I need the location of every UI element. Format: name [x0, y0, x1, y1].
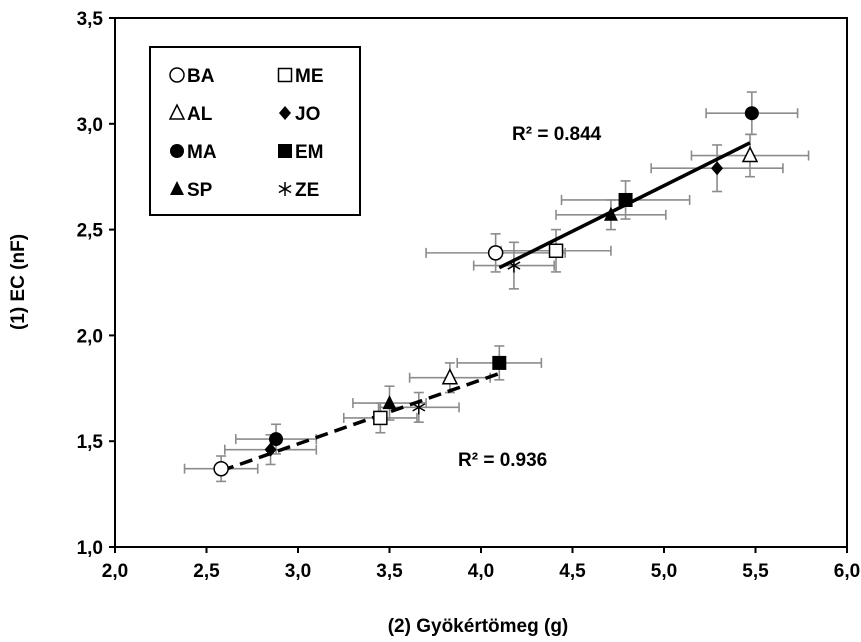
- x-tick-label: 6,0: [834, 561, 860, 582]
- x-tick-label: 4,0: [468, 561, 494, 582]
- legend-label: ME: [295, 66, 324, 87]
- legend-item-ma: MA: [170, 142, 217, 163]
- data-points: [213, 106, 759, 477]
- y-tick-label: 3,5: [77, 9, 104, 30]
- marker-shape: [382, 395, 397, 410]
- marker-shape: [213, 460, 229, 477]
- y-tick-label: 1,5: [77, 432, 104, 453]
- point-ma: [744, 106, 759, 121]
- marker-shape: [487, 245, 504, 261]
- legend-item-sp: SP: [170, 180, 213, 201]
- x-tick-label: 3,5: [376, 561, 403, 582]
- point-me: [373, 410, 388, 426]
- point-em: [618, 192, 633, 207]
- marker-stroke: [507, 261, 521, 270]
- marker-shape: [279, 106, 291, 120]
- legend-label: SP: [187, 180, 213, 201]
- marker-shape: [278, 144, 292, 158]
- marker-shape: [492, 355, 507, 370]
- marker-shape: [169, 67, 185, 83]
- x-tick-label: 5,0: [651, 561, 677, 582]
- x-tick-label: 3,0: [285, 561, 311, 582]
- marker-shape: [170, 181, 184, 195]
- legend-marker: [277, 67, 293, 83]
- marker-shape: [711, 161, 724, 176]
- point-ma: [269, 432, 284, 447]
- point-jo: [264, 442, 277, 457]
- point-jo: [711, 161, 724, 176]
- x-tick-label: 5,5: [742, 561, 769, 582]
- point-ze: [507, 258, 521, 273]
- point-sp: [382, 395, 397, 410]
- legend-marker: [170, 144, 184, 158]
- marker-shape: [744, 106, 759, 121]
- marker-shape: [277, 67, 293, 83]
- annotations: R² = 0.936 R² = 0.844: [458, 124, 602, 471]
- y-tick-label: 2,0: [77, 326, 103, 347]
- legend-item-em: EM: [278, 142, 324, 163]
- y-tick-label: 3,0: [77, 115, 103, 136]
- point-me: [548, 243, 564, 259]
- point-sp: [603, 206, 618, 221]
- y-axis-title: (1) EC (nF): [8, 234, 29, 330]
- marker-shape: [441, 368, 459, 385]
- marker-shape: [618, 192, 633, 207]
- legend-item-me: ME: [277, 66, 324, 87]
- point-al: [741, 145, 759, 163]
- legend-box: [149, 46, 361, 216]
- point-em: [492, 355, 507, 370]
- axes: 2,0 2,5 3,0 3,5 4,0 4,5 5,0 5,5 6,0 1,0 1,5 2,0 2,5 3…: [77, 9, 861, 582]
- legend-item-ze: ZE: [278, 180, 319, 201]
- marker-shape: [741, 145, 759, 163]
- legend-label: BA: [187, 66, 215, 87]
- legend-marker: [168, 103, 186, 120]
- legend-marker: [278, 144, 292, 158]
- marker-shape: [170, 144, 184, 158]
- point-ba: [487, 245, 504, 261]
- marker-shape: [373, 410, 388, 426]
- legend-label: JO: [295, 104, 320, 125]
- point-al: [441, 368, 459, 385]
- marker-shape: [264, 442, 277, 457]
- point-ze: [412, 400, 426, 415]
- marker-shape: [168, 103, 186, 120]
- x-tick-label: 4,5: [559, 561, 586, 582]
- r2-annotation: R² = 0.936: [458, 450, 547, 471]
- legend-marker: [170, 181, 184, 195]
- legend-label: AL: [187, 104, 213, 125]
- legend-label: EM: [295, 142, 324, 163]
- marker-shape: [548, 243, 564, 259]
- legend-item-jo: JO: [279, 104, 320, 125]
- marker-shape: [269, 432, 284, 447]
- x-axis-title: (2) Gyökértömeg (g): [388, 616, 569, 637]
- marker-stroke: [412, 403, 426, 412]
- legend: BA ME AL JO MA EM SP ZE: [149, 46, 361, 216]
- legend-label: ZE: [295, 180, 319, 201]
- marker-stroke: [278, 184, 292, 194]
- legend-item-al: AL: [168, 103, 213, 125]
- y-tick-label: 1,0: [77, 538, 103, 559]
- r2-annotation: R² = 0.844: [512, 124, 602, 145]
- x-tick-label: 2,0: [102, 561, 128, 582]
- x-tick-label: 2,5: [193, 561, 220, 582]
- legend-marker: [169, 67, 185, 83]
- legend-marker: [278, 182, 292, 196]
- point-ba: [213, 460, 229, 477]
- legend-item-ba: BA: [169, 66, 215, 87]
- trend-line-dashed: [220, 371, 500, 473]
- legend-label: MA: [187, 142, 217, 163]
- legend-marker: [279, 106, 291, 120]
- marker-shape: [603, 206, 618, 221]
- y-tick-label: 2,5: [77, 221, 104, 242]
